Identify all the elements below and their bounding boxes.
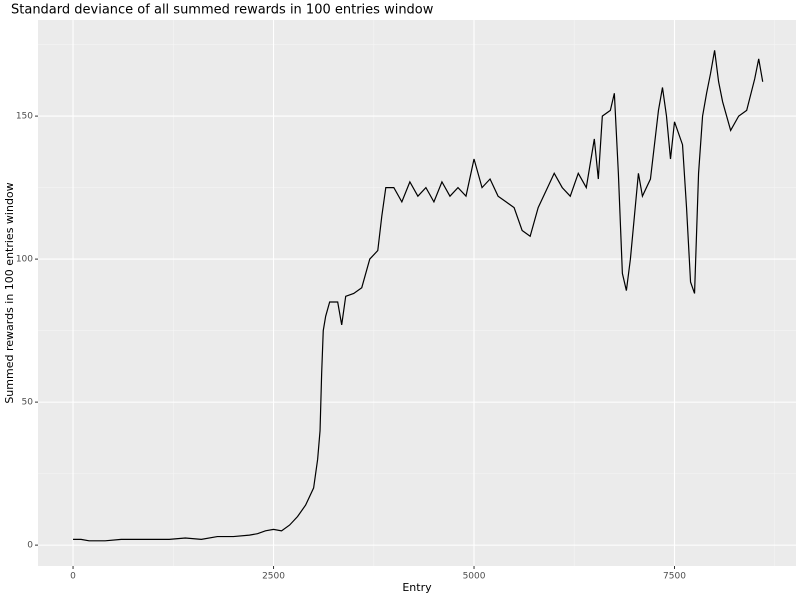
x-axis-title: Entry (402, 581, 432, 594)
data-line (73, 50, 764, 542)
y-tick-label: 50 (22, 398, 34, 408)
chart-title: Standard deviance of all summed rewards … (11, 3, 434, 18)
x-tick-label: 2500 (262, 572, 285, 582)
y-tick-label: 100 (16, 255, 33, 265)
y-tick-label: 150 (16, 112, 33, 122)
x-tick-label: 7500 (663, 572, 686, 582)
x-tick-label: 0 (70, 572, 76, 582)
y-tick-label: 0 (27, 541, 33, 551)
y-axis-title: Summed rewards in 100 entries window (3, 182, 16, 403)
panel (38, 20, 796, 566)
x-tick-label: 5000 (463, 572, 486, 582)
